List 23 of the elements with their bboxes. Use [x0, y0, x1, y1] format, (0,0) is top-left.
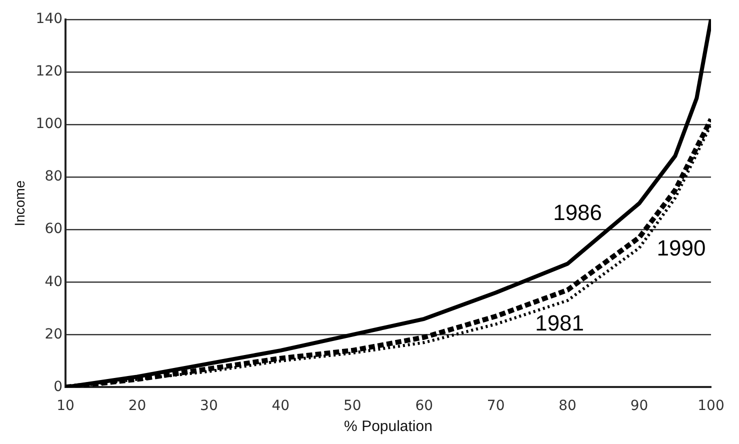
x-tick-label: 80	[558, 398, 576, 414]
y-tick-label: 80	[44, 168, 63, 185]
series-label: 1986	[553, 200, 602, 225]
y-tick-label: 40	[44, 274, 63, 290]
y-tick-label: 60	[44, 221, 63, 238]
y-tick-label: 100	[36, 116, 63, 132]
x-axis-title: % Population	[344, 418, 432, 436]
y-tick-label: 140	[36, 11, 63, 28]
x-tick-label: 70	[486, 398, 505, 414]
x-tick-label: 40	[272, 398, 290, 414]
y-tick-label: 0	[54, 378, 63, 395]
x-tick-label: 10	[56, 398, 74, 414]
x-tick-label: 90	[630, 398, 648, 414]
x-tick-label: 30	[200, 398, 218, 414]
y-tick-label: 120	[36, 64, 63, 80]
x-tick-label: 100	[698, 398, 724, 414]
x-tick-label: 20	[128, 398, 146, 414]
series-label: 1990	[656, 236, 706, 261]
x-tick-label: 50	[343, 398, 362, 414]
y-tick-label: 20	[44, 326, 63, 342]
x-tick-label: 60	[415, 398, 434, 414]
series-label: 1981	[535, 310, 584, 336]
y-axis-title: Income	[11, 180, 28, 226]
